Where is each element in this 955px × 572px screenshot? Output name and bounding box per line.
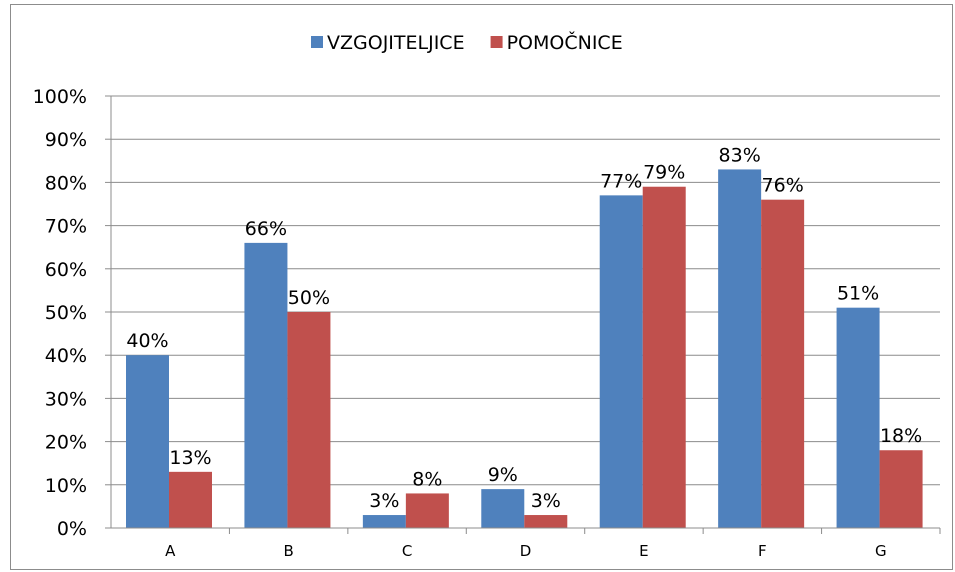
- data-labels: 40% 13% 66% 50% 3% 8% 9% 3% 77% 79% 83%76% 51% 18%: [126, 144, 922, 512]
- bar-D-POMOČNICE: [524, 515, 568, 528]
- data-label: 51%: [837, 283, 879, 305]
- y-tick-label: 10%: [45, 475, 87, 497]
- data-label: 83%: [719, 144, 761, 166]
- data-label: 76%: [762, 175, 804, 197]
- bar-F-POMOČNICE: [761, 199, 805, 528]
- bar-A-POMOČNICE: [169, 471, 212, 528]
- bar-G-VZGOJITELJICE: [836, 307, 880, 528]
- bar-C-POMOČNICE: [405, 493, 449, 528]
- data-label: 13%: [169, 447, 211, 469]
- data-label: 18%: [880, 425, 922, 447]
- data-label: 77%: [600, 170, 642, 192]
- legend-label: POMOČNICE: [507, 30, 623, 54]
- data-label: 66%: [245, 218, 287, 240]
- data-label: 79%: [643, 162, 685, 184]
- data-label: 3%: [369, 490, 399, 512]
- bar-D-VZGOJITELJICE: [481, 489, 525, 528]
- y-tick-label: 100%: [33, 86, 87, 108]
- x-tick-label: E: [639, 542, 648, 560]
- x-tick-label: B: [283, 542, 293, 560]
- legend-swatch: [311, 36, 323, 48]
- data-label: 50%: [288, 287, 330, 309]
- legend-swatch: [490, 36, 503, 48]
- data-label: 8%: [412, 468, 442, 490]
- gridlines: [111, 95, 940, 486]
- y-tick-label: 70%: [45, 216, 87, 238]
- y-tick-label: 30%: [45, 388, 87, 410]
- data-label: 9%: [488, 464, 518, 486]
- y-tick-label: 0%: [57, 518, 87, 540]
- axes: 0% 10% 20% 30% 40% 50% 60% 70% 80% 90% 100% A B C D E F G: [33, 86, 941, 560]
- bar-F-VZGOJITELJICE: [718, 169, 762, 528]
- data-label: 3%: [531, 490, 561, 512]
- bar-E-POMOČNICE: [642, 186, 686, 528]
- bar-C-VZGOJITELJICE: [362, 515, 406, 528]
- x-tick-label: D: [520, 542, 532, 560]
- y-tick-label: 20%: [45, 432, 87, 454]
- bar-B-VZGOJITELJICE: [244, 242, 288, 528]
- bar-E-VZGOJITELJICE: [599, 195, 643, 529]
- bar-A-VZGOJITELJICE: [126, 355, 169, 528]
- data-label: 40%: [126, 330, 168, 352]
- y-tick-label: 50%: [45, 302, 87, 324]
- bar-B-POMOČNICE: [287, 312, 331, 528]
- y-tick-label: 60%: [45, 259, 87, 281]
- legend-label: VZGOJITELJICE: [327, 32, 465, 54]
- x-tick-label: C: [402, 542, 412, 560]
- bar-G-POMOČNICE: [879, 450, 923, 528]
- x-tick-label: F: [758, 542, 767, 560]
- y-tick-label: 40%: [45, 345, 87, 367]
- x-tick-label: A: [165, 542, 176, 560]
- legend: VZGOJITELJICE POMOČNICE: [311, 30, 623, 54]
- y-tick-label: 80%: [45, 172, 87, 194]
- bars: [126, 169, 923, 529]
- y-tick-label: 90%: [45, 129, 87, 151]
- x-tick-label: G: [875, 542, 887, 560]
